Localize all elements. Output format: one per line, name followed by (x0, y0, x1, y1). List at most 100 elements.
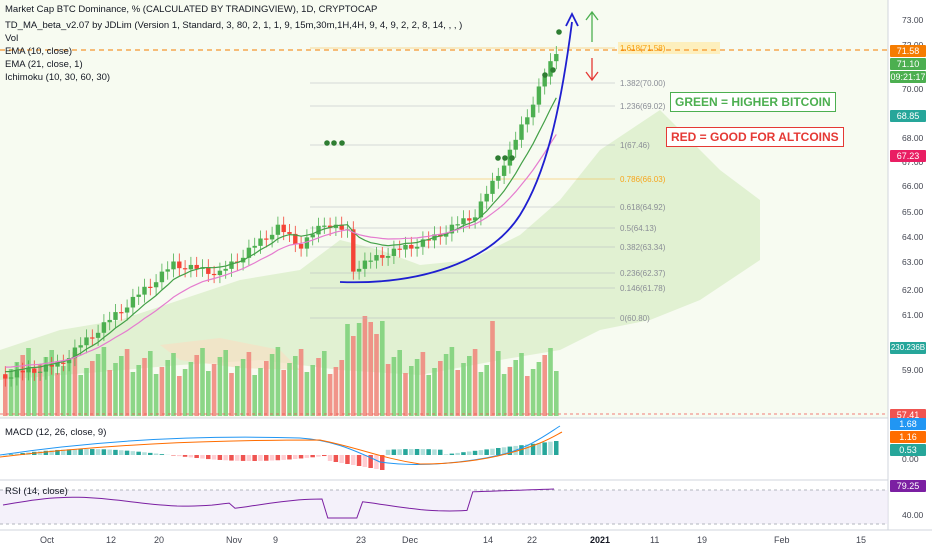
macd-histogram-bar (223, 455, 228, 461)
volume-bar (43, 357, 49, 416)
volume-bar (443, 354, 449, 416)
volume-bar (438, 361, 443, 416)
macd-histogram-bar (403, 449, 408, 455)
macd-histogram-bar (490, 448, 495, 455)
candle-body (3, 374, 8, 379)
volume-bar (484, 365, 489, 416)
candle-body (362, 260, 368, 269)
candle-body (8, 377, 14, 379)
volume-bar (113, 363, 118, 416)
macd-histogram-bar (472, 450, 478, 455)
candle-body (66, 358, 72, 364)
fib-label: 0.618(64.92) (620, 203, 666, 212)
candle-body (182, 268, 188, 270)
candle-body (252, 245, 257, 248)
candle-body (374, 255, 379, 261)
candle-body (206, 267, 211, 274)
chart-title: Market Cap BTC Dominance, % (CALCULATED … (5, 4, 378, 15)
volume-bar (95, 354, 101, 416)
curve-arrow-head (565, 11, 579, 27)
candle-body (530, 104, 536, 118)
volume-bar (310, 365, 315, 416)
volume-bar (432, 368, 437, 416)
signal-dot (509, 155, 515, 161)
macd-histogram-bar (264, 455, 269, 461)
candle-body (322, 225, 327, 227)
candle-body (153, 282, 159, 288)
candle-body (443, 233, 449, 237)
candle-body (339, 224, 344, 230)
macd-histogram-bar (43, 450, 49, 455)
indicator-ichimoku[interactable]: Ichimoku (10, 30, 60, 30) (5, 72, 111, 83)
signal-dot (556, 29, 562, 35)
macd-histogram-bar (194, 455, 199, 459)
volume-bar (194, 355, 199, 416)
macd-histogram-bar (275, 455, 281, 461)
price-axis-label: 64.00 (902, 232, 924, 242)
volume-bar (153, 374, 159, 416)
candle-body (385, 255, 391, 258)
candle-body (467, 218, 472, 221)
volume-bar (107, 370, 112, 416)
macd-histogram-bar (182, 455, 188, 457)
volume-bar (554, 371, 559, 416)
macd-histogram-bar (37, 451, 43, 455)
price-axis-label: 67.00 (902, 157, 924, 167)
macd-histogram-bar (507, 446, 513, 455)
price-axis-label: 61.00 (902, 310, 924, 320)
macd-histogram-bar (333, 455, 339, 462)
indicator-ema-21[interactable]: EMA (21, close, 1) (5, 59, 83, 70)
volume-bar (177, 376, 182, 416)
volume-bar (142, 358, 147, 416)
volume-bar (55, 373, 60, 416)
candle-body (391, 248, 397, 256)
volume-bar (72, 352, 78, 416)
candle-body (449, 224, 455, 234)
macd-histogram-bar (385, 449, 391, 455)
parabolic-curve (339, 21, 573, 284)
candle-body (14, 370, 20, 378)
volume-bar (269, 354, 275, 416)
volume-bar (356, 323, 362, 416)
macd-histogram-bar (368, 455, 373, 468)
time-axis-label: Feb (774, 535, 790, 545)
candle-body (32, 368, 37, 373)
macd-histogram-bar (217, 455, 223, 460)
macd-histogram-bar (142, 452, 147, 455)
green-annotation: GREEN = HIGHER BITCOIN (670, 92, 836, 112)
candle-body (327, 225, 333, 228)
candle-body (461, 218, 466, 225)
volume-bar (37, 364, 43, 416)
fib-label: 1.618(71.58) (620, 44, 666, 53)
volume-bar (362, 316, 368, 416)
macd-histogram-bar (246, 455, 252, 461)
volume-bar (130, 372, 136, 416)
indicator-td-ma[interactable]: TD_MA_beta_v2.07 by JDLim (Version 1, St… (5, 20, 463, 31)
volume-bar (49, 350, 54, 416)
macd-histogram-bar (229, 455, 234, 461)
candle-body (293, 233, 298, 245)
rsi-title[interactable]: RSI (14, close) (5, 486, 68, 497)
macd-histogram-bar (293, 455, 298, 459)
price-axis-label: 63.00 (902, 257, 924, 267)
volume-bar (211, 364, 217, 416)
macd-histogram-bar (287, 455, 292, 460)
red-down-arrow (585, 58, 599, 82)
candle-body (217, 270, 223, 276)
macd-histogram-bar (153, 453, 159, 455)
time-axis-label: 20 (154, 535, 164, 545)
indicator-vol[interactable]: Vol (5, 33, 19, 44)
macd-histogram-bar (316, 455, 321, 457)
signal-dot (502, 155, 508, 161)
macd-title[interactable]: MACD (12, 26, close, 9) (5, 427, 107, 438)
countdown-tag: 09:21:17 (890, 71, 926, 83)
macd-histogram-bar (66, 449, 72, 455)
macd-histogram-bar (177, 455, 182, 457)
candle-body (55, 362, 60, 367)
indicator-ema-10[interactable]: EMA (10, close) (5, 46, 73, 57)
volume-bar (304, 372, 310, 416)
volume-bar (293, 356, 298, 416)
candle-body (148, 286, 153, 288)
macd-histogram-bar (148, 452, 153, 455)
